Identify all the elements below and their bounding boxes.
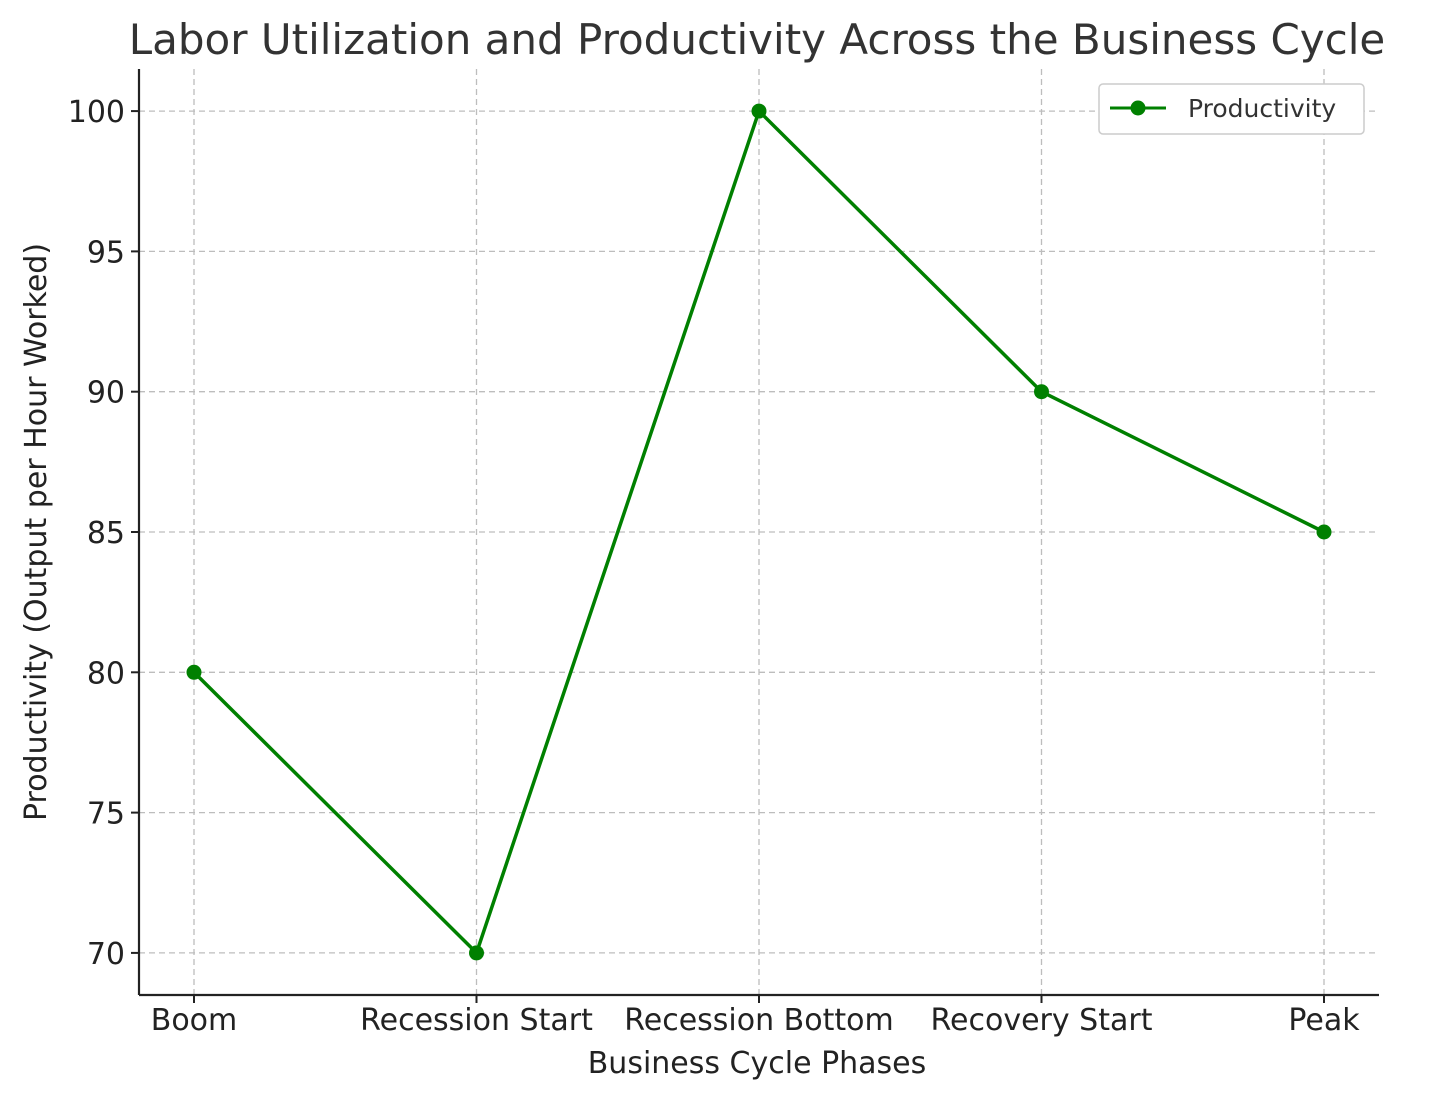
y-tick-label: 80	[87, 656, 125, 691]
y-tick-label: 85	[87, 516, 125, 551]
x-tick-label: Recession Start	[360, 1003, 593, 1038]
x-tick-label: Recovery Start	[931, 1003, 1153, 1038]
y-axis-label: Productivity (Output per Hour Worked)	[19, 243, 54, 821]
y-tick-label: 70	[87, 937, 125, 972]
y-tick-label: 95	[87, 235, 125, 270]
y-tick-label: 90	[87, 376, 125, 411]
x-tick-label: Boom	[151, 1003, 238, 1038]
data-point-productivity	[469, 945, 484, 961]
chart-title: Labor Utilization and Productivity Acros…	[129, 15, 1385, 64]
data-series	[186, 103, 1332, 961]
legend-label-productivity: Productivity	[1188, 94, 1336, 123]
y-tick-label: 75	[87, 797, 125, 832]
grid-lines	[139, 69, 1379, 995]
x-axis-label: Business Cycle Phases	[588, 1046, 927, 1081]
x-tick-label: Recession Bottom	[624, 1003, 893, 1038]
data-point-productivity	[186, 664, 202, 680]
data-point-productivity	[1034, 384, 1049, 400]
legend-marker-productivity	[1130, 100, 1146, 116]
axis-ticks: 70 75 80 85 90 95 100 Boom Recession Start Recess…	[68, 95, 1361, 1038]
x-tick-label: Peak	[1288, 1003, 1360, 1038]
data-point-productivity	[1316, 524, 1332, 540]
legend-box	[1098, 83, 1365, 135]
y-tick-label: 100	[68, 95, 125, 130]
data-point-productivity	[751, 103, 767, 119]
legend: Productivity	[1098, 83, 1365, 135]
